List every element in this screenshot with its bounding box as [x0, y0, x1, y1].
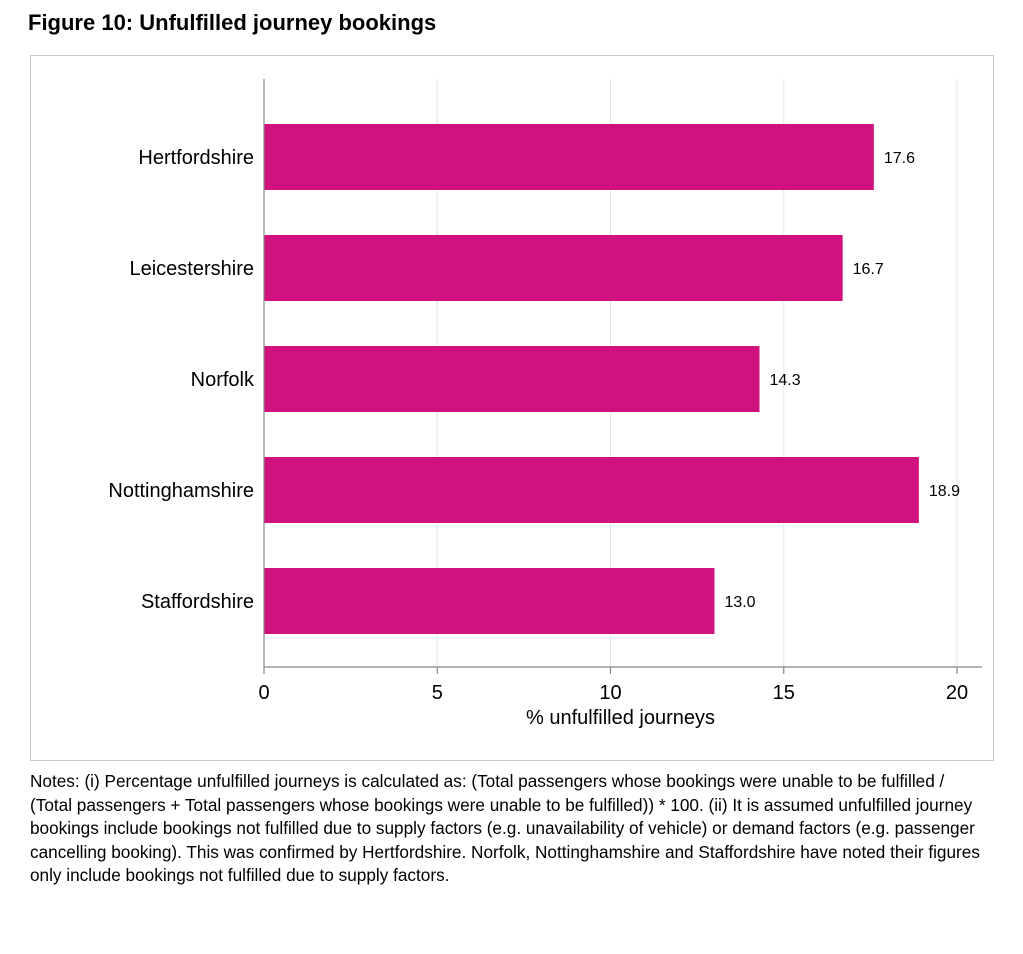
- chart-frame: Hertfordshire 17.6 Leicestershire 16.7 Norfo…: [30, 55, 994, 761]
- x-axis-title: % unfulfilled journeys: [526, 707, 715, 729]
- value-label: 14.3: [769, 372, 800, 389]
- value-label: 18.9: [929, 483, 960, 500]
- value-label: 17.6: [884, 150, 915, 167]
- figure-title: Figure 10: Unfulfilled journey bookings: [28, 10, 437, 35]
- bar-hertfordshire: [264, 124, 874, 190]
- bar-staffordshire: [264, 568, 715, 634]
- category-label: Nottinghamshire: [108, 480, 254, 502]
- category-label: Norfolk: [191, 369, 255, 391]
- category-label: Hertfordshire: [138, 147, 254, 169]
- bar-nottinghamshire: [264, 457, 919, 523]
- value-label: 16.7: [853, 261, 884, 278]
- x-tick-label: 5: [432, 682, 443, 704]
- x-tick-label: 10: [599, 682, 621, 704]
- category-label: Leicestershire: [129, 258, 254, 280]
- category-label: Staffordshire: [141, 591, 254, 613]
- bar-leicestershire: [264, 235, 843, 301]
- x-tick-label: 15: [773, 682, 795, 704]
- x-tick-label: 20: [946, 682, 968, 704]
- bar-norfolk: [264, 346, 760, 412]
- x-tick-label: 0: [258, 682, 269, 704]
- bar-chart: Hertfordshire 17.6 Leicestershire 16.7 Norfo…: [108, 79, 982, 729]
- value-label: 13.0: [724, 594, 755, 611]
- figure-notes: Notes: (i) Percentage unfulfilled journe…: [30, 771, 980, 885]
